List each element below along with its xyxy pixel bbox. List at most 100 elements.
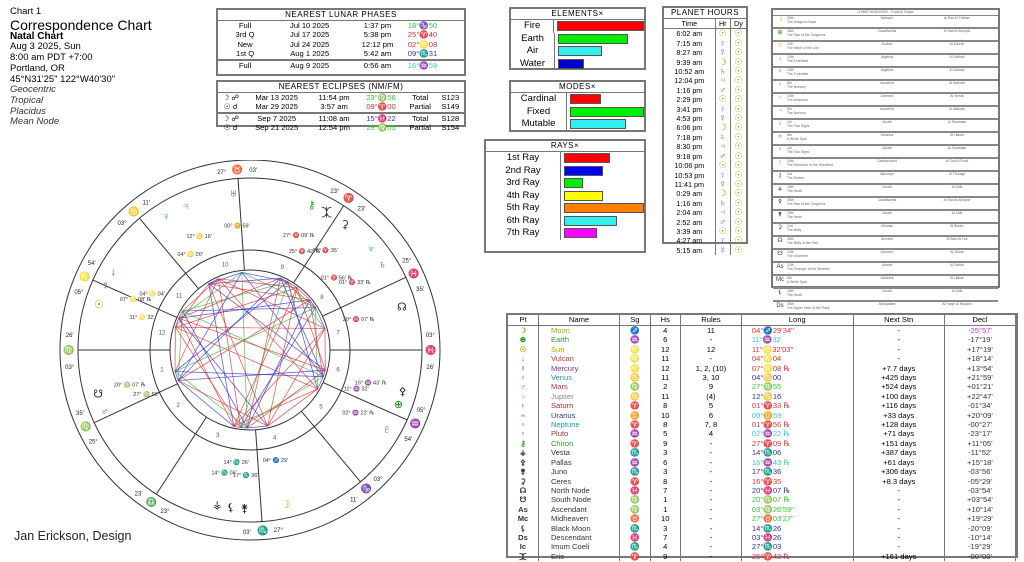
house-cusp-line xyxy=(322,382,408,421)
planet-icon: Mc xyxy=(508,514,539,524)
cusp-minutes: 23' xyxy=(135,492,143,498)
planet-icon: Ic xyxy=(508,542,539,552)
page-title: Correspondence Chart xyxy=(10,16,152,33)
bar-fill xyxy=(564,203,644,214)
mansion-latin: Albotain xyxy=(880,223,894,228)
sign-icon: ♊ xyxy=(619,410,651,421)
mansion-planet-icon: ↓ xyxy=(778,55,782,62)
planet-icon: ☽ xyxy=(508,325,539,336)
house-number: 10 xyxy=(222,262,229,268)
mansion-latin: Almiqadam xyxy=(878,301,896,306)
day-ruler-icon: ☉ xyxy=(729,76,746,86)
planet-position-label: 12° ♋ 16' xyxy=(186,233,211,240)
planet-glyph-icon: ☽ xyxy=(281,499,291,511)
eclipse-position: 29°♍05 xyxy=(366,123,396,133)
elements-title[interactable]: ELEMENTS× xyxy=(511,9,644,20)
planets-col-header: Pt xyxy=(508,315,539,326)
hour-time: 10:52 am xyxy=(674,67,705,77)
setting-zodiac: Tropical xyxy=(10,94,44,106)
hour-ruler-icon: ♀ xyxy=(714,38,731,49)
mansion-number: 26th The Star of the Gorgeons xyxy=(787,28,826,38)
rays-title[interactable]: RAYS× xyxy=(486,141,644,152)
lunar-phase-row: 1st Q Aug 1 2025 5:42 am 09°♏31 xyxy=(218,49,464,59)
mansion-latin: Alnath xyxy=(882,145,892,150)
planet-position-label: 02° ♒ 22' ℞ xyxy=(342,410,374,417)
mansion-arabic: Al Hakah xyxy=(950,132,964,137)
house-cusp-line xyxy=(322,276,407,317)
mansion-latin: Azarfa xyxy=(882,262,892,267)
planets-col-header: Long xyxy=(741,315,854,326)
eclipse-kind: Total xyxy=(412,93,429,102)
planet-longitude: 14°♏26 xyxy=(741,523,854,533)
mansion-planet-icon: ♄ xyxy=(777,120,783,127)
hour-ruler-icon: ☽ xyxy=(714,123,731,133)
planet-row: ☋ South Node ♍ 1-20°♍07 ℞ - +03°54' xyxy=(508,495,1017,505)
planet-glyph-icon: ♆ xyxy=(367,243,375,255)
bar-fill xyxy=(557,21,644,32)
planet-row: ☿ Mercury ♌ 12 1, 2, (10) 07°♌08 ℞ +7.7 days +1… xyxy=(508,363,1017,374)
bar-row: Mutable xyxy=(511,118,644,131)
bar-label: 6th Ray xyxy=(486,214,561,227)
rays-panel[interactable]: RAYS× 1st Ray 2nd Ray 3rd Ray 4th Ray 5th Ra… xyxy=(484,139,646,253)
hour-ruler-icon: ♂ xyxy=(714,85,731,96)
planet-next-station: - xyxy=(853,532,945,543)
mansion-planet-icon: ♅ xyxy=(777,133,783,140)
hour-ruler-icon: ☉ xyxy=(714,226,731,237)
mansion-number: 18th The Heart xyxy=(787,210,803,220)
planet-rules: - xyxy=(680,485,742,496)
elements-panel[interactable]: ELEMENTS× Fire Earth Air Water xyxy=(509,7,646,70)
mansion-number: 10th The Forehead xyxy=(787,67,809,77)
planet-icon: ⚵ xyxy=(508,467,539,477)
house-number: 11 xyxy=(176,294,183,300)
planet-house: 4 xyxy=(650,542,682,552)
bar-label: 1st Ray xyxy=(486,152,561,165)
mansion-arabic: Al Kalb xyxy=(951,210,963,215)
planet-icon: ♅ xyxy=(508,410,539,421)
modes-title[interactable]: MODES× xyxy=(511,82,644,93)
aspect-line xyxy=(178,277,281,319)
planet-rules: 3, 10 xyxy=(680,373,742,383)
mansion-planet-icon: ☿ xyxy=(777,68,783,75)
cusp-sign-icon: ♏ xyxy=(257,525,268,536)
planet-rules: - xyxy=(680,438,742,449)
hours-col-header: Time xyxy=(664,19,716,30)
planet-glyph-icon: ♅ xyxy=(229,188,237,200)
planet-position-label: 16° ♈ 35' xyxy=(313,247,338,254)
hour-row: 1:16 pm ♂ ☉ xyxy=(664,85,746,96)
house-number: 6 xyxy=(336,368,340,374)
mansion-number: 10th The Forehead xyxy=(787,54,809,64)
mansion-arabic: Al Thuraya xyxy=(948,171,966,176)
mansion-latin: Nahaym xyxy=(880,15,894,20)
planet-icon: ☿ xyxy=(508,363,539,374)
bar-fill xyxy=(564,228,597,239)
planet-position-label: 01° ♈ 56' ℞ xyxy=(321,274,353,281)
planet-house: 10 xyxy=(650,410,682,421)
aspect-line xyxy=(280,277,288,283)
eclipse-time: 3:57 am xyxy=(320,102,348,112)
sign-icon: ♒ xyxy=(619,457,651,468)
planet-name: Earth xyxy=(538,335,621,345)
hour-time: 9:18 pm xyxy=(676,151,703,161)
aspect-line xyxy=(322,370,326,377)
mansion-planet-icon: ♆ xyxy=(777,146,783,153)
planet-longitude: 04°♐29'34" xyxy=(741,325,854,336)
bar-row: 3rd Ray xyxy=(486,177,644,190)
planet-house: 4 xyxy=(650,325,682,336)
planet-icon: ♀ xyxy=(508,373,539,383)
eclipse-saros: S149 xyxy=(441,102,460,112)
hour-row: 10:06 pm ☉ ☉ xyxy=(664,160,746,171)
planet-position-label: 01° ♈ 33' ℞ xyxy=(339,279,371,286)
eclipse-date: Mar 13 2025 xyxy=(255,93,298,102)
planet-position-label: 04° ♋ 00' xyxy=(177,251,202,258)
modes-panel[interactable]: MODES× Cardinal Fixed Mutable xyxy=(509,80,646,132)
lunar-phases-title: NEAREST LUNAR PHASES xyxy=(218,10,464,21)
planet-declination: +19°29' xyxy=(944,514,1017,524)
hour-row: 0:29 am ☽ ☉ xyxy=(664,188,746,199)
hour-ruler-icon: ♂ xyxy=(714,217,731,227)
mansion-arabic: Al Jabhah xyxy=(949,67,965,72)
planet-declination: -00°27' xyxy=(944,420,1017,430)
phase-time: 12:12 pm xyxy=(361,39,394,49)
planet-row: Ic Imum Coeli ♏ 4-27°♏03- -19°29' xyxy=(508,542,1017,552)
planet-house: 12 xyxy=(650,363,682,374)
hour-time: 4:53 pm xyxy=(676,114,703,124)
